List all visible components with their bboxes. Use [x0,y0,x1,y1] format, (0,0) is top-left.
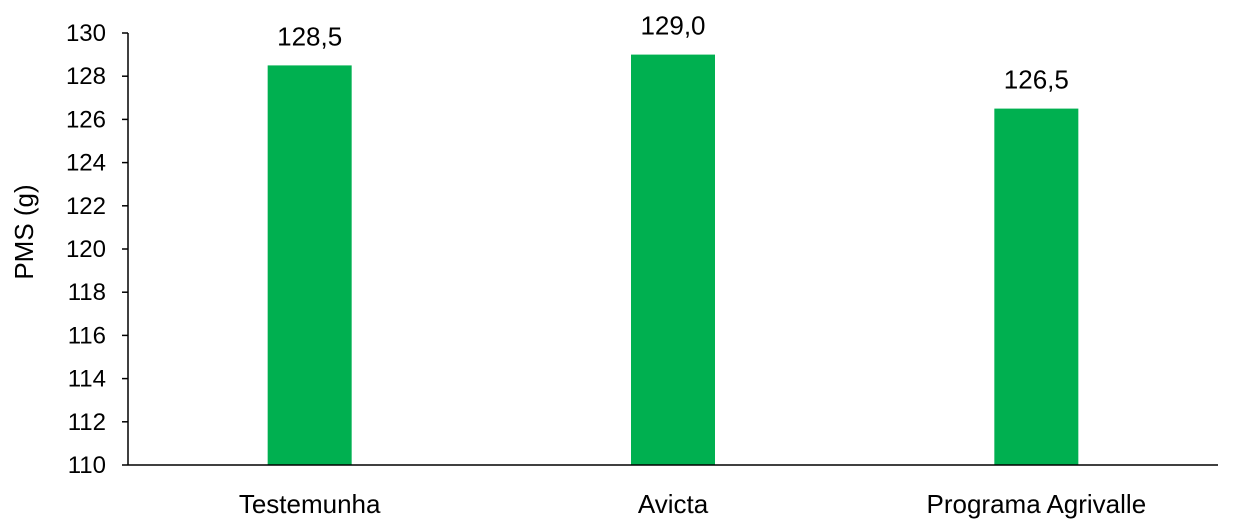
y-tick-label: 116 [68,322,106,349]
y-tick-label: 120 [66,236,106,263]
y-tick-label: 126 [66,106,106,133]
value-labels: 128,5 129,0 126,5 [277,11,1069,95]
y-axis-title-group: PMS (g) [9,184,39,279]
y-tick-label: 128 [66,63,106,90]
bar-value-label: 128,5 [277,21,342,51]
y-axis-ticks: 110 112 114 116 118 120 122 124 126 128 130 [66,20,128,479]
bars [267,54,1079,466]
y-tick-label: 110 [68,452,106,479]
y-tick-label: 114 [68,366,106,393]
y-tick-label: 122 [66,193,106,220]
y-tick-label: 112 [68,409,106,436]
x-tick-label: Testemunha [239,489,381,519]
y-tick-label: 124 [66,150,106,177]
bar [994,108,1079,465]
bar [267,65,352,466]
bar [631,54,715,465]
y-tick-label: 130 [66,20,106,47]
x-axis-labels: Testemunha Avicta Programa Agrivalle [239,489,1146,519]
bar-value-label: 126,5 [1004,65,1069,95]
x-tick-label: Avicta [638,489,709,519]
x-tick-label: Programa Agrivalle [927,489,1147,519]
y-tick-label: 118 [68,279,106,306]
bar-value-label: 129,0 [640,11,705,41]
y-axis-title: PMS (g) [9,184,39,279]
